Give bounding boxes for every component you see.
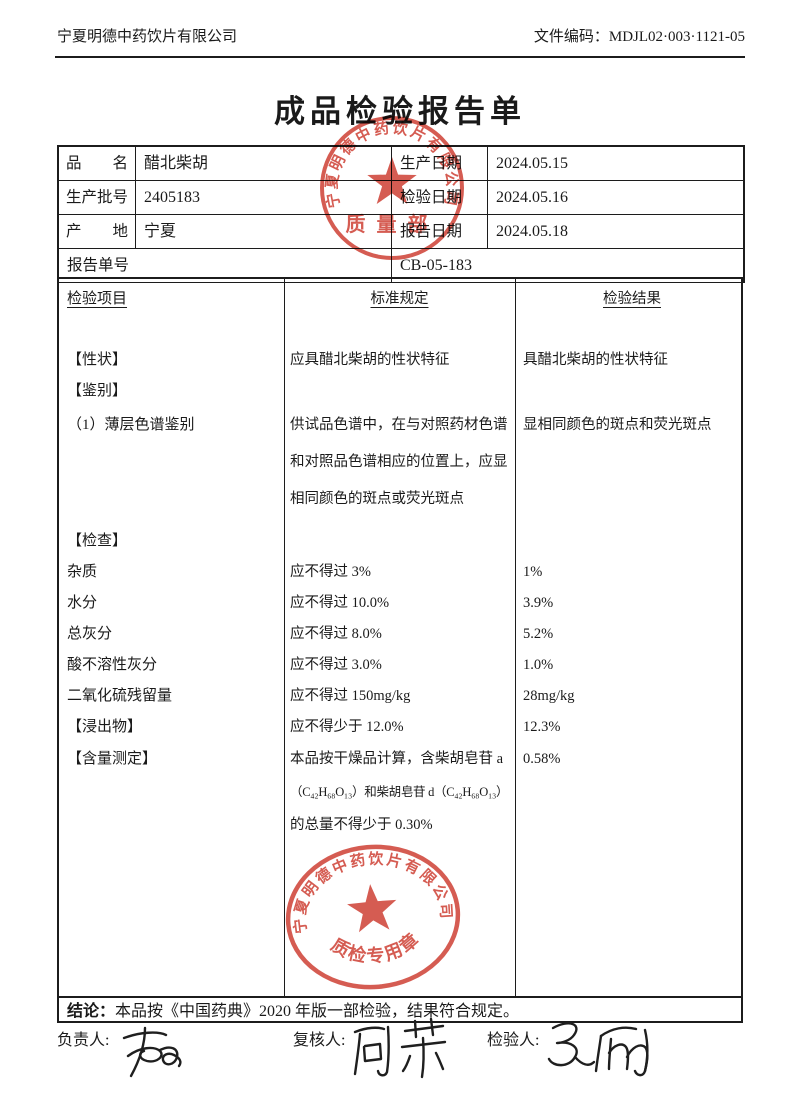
result-extractives: 12.3%	[523, 719, 561, 735]
row-check: 【检查】	[59, 526, 741, 557]
test-date-value: 2024.05.16	[488, 181, 745, 215]
standard-tlc-line3: 相同颜色的斑点或荧光斑点	[290, 491, 464, 507]
result-moisture: 3.9%	[523, 595, 554, 611]
header-standard: 标准规定	[370, 291, 429, 307]
spacer	[59, 518, 741, 526]
standard-moisture: 应不得过 10.0%	[290, 595, 390, 611]
responsible-label: 负责人:	[57, 1032, 110, 1049]
conclusion-label: 结论：	[67, 1003, 116, 1020]
result-acid-insoluble-ash: 1.0%	[523, 657, 554, 673]
standard-total-ash: 应不得过 8.0%	[290, 626, 382, 642]
report-date-label: 报告日期	[392, 215, 488, 249]
item-tlc: （1）薄层色谱鉴别	[67, 417, 195, 433]
page-header: 宁夏明德中药饮片有限公司 文件编码：MDJL02·003·1121-05	[57, 26, 745, 48]
row-impurity: 杂质 应不得过 3% 1%	[59, 557, 741, 588]
doc-code: 文件编码：MDJL02·003·1121-05	[534, 26, 745, 48]
result-tlc: 显相同颜色的斑点和荧光斑点	[523, 417, 712, 433]
result-assay: 0.58%	[523, 751, 561, 767]
product-name-label: 品名	[59, 147, 136, 181]
batch-no-value: 2405183	[136, 181, 392, 215]
item-character: 【性状】	[67, 352, 128, 368]
company-name: 宁夏明德中药饮片有限公司	[57, 29, 238, 45]
result-so2-residue: 28mg/kg	[523, 688, 575, 704]
report-date-value: 2024.05.18	[488, 215, 745, 249]
row-identification: 【鉴别】	[59, 376, 741, 407]
row-total-ash: 总灰分 应不得过 8.0% 5.2%	[59, 619, 741, 650]
standard-character: 应具醋北柴胡的性状特征	[290, 352, 450, 368]
row-tlc: （1）薄层色谱鉴别 供试品色谱中，在与对照药材色谱 和对照品色谱相应的位置上，应…	[59, 407, 741, 518]
item-moisture: 水分	[67, 595, 98, 611]
item-so2-residue: 二氧化硫残留量	[67, 688, 173, 704]
standard-impurity: 应不得过 3%	[290, 564, 371, 580]
inspector-label: 检验人:	[487, 1032, 540, 1049]
inspector-signature	[537, 1016, 667, 1083]
item-impurity: 杂质	[67, 564, 98, 580]
doc-code-label: 文件编码：	[533, 29, 609, 45]
row-assay: 【含量测定】 本品按干燥品计算，含柴胡皂苷 a （C₄₂H₆₈O₁₃）和柴胡皂苷…	[59, 743, 741, 842]
report-no-value: CB-05-183	[392, 249, 745, 283]
standard-tlc-line1: 供试品色谱中，在与对照药材色谱	[290, 417, 508, 433]
row-extractives: 【浸出物】 应不得少于 12.0% 12.3%	[59, 712, 741, 743]
table-header-row: 检验项目 标准规定 检验结果	[59, 279, 741, 319]
item-identification: 【鉴别】	[67, 383, 128, 399]
standard-acid-insoluble-ash: 应不得过 3.0%	[290, 657, 382, 673]
responsible-signature	[112, 1020, 212, 1091]
origin-label: 产地	[59, 215, 136, 249]
item-acid-insoluble-ash: 酸不溶性灰分	[67, 657, 158, 673]
info-table: 品名 醋北柴胡 生产日期 2024.05.15 生产批号 2405183 检验日…	[57, 145, 745, 283]
row-acid-insoluble-ash: 酸不溶性灰分 应不得过 3.0% 1.0%	[59, 650, 741, 681]
report-title: 成品检验报告单	[274, 94, 526, 129]
batch-no-label: 生产批号	[59, 181, 136, 215]
test-date-label: 检验日期	[392, 181, 488, 215]
row-moisture: 水分 应不得过 10.0% 3.9%	[59, 588, 741, 619]
conclusion-row: 结论：本品按《中国药典》2020 年版一部检验，结果符合规定。	[57, 996, 743, 1023]
prod-date-value: 2024.05.15	[488, 147, 745, 181]
column-divider	[515, 279, 516, 996]
origin-value: 宁夏	[136, 215, 392, 249]
report-no-label: 报告单号	[59, 249, 392, 283]
reviewer-signature	[345, 1016, 465, 1087]
result-table: 检验项目 标准规定 检验结果 【性状】 应具醋北柴胡的性状特征 具醋北柴胡的性状…	[57, 277, 743, 996]
conclusion-text: 本品按《中国药典》2020 年版一部检验，结果符合规定。	[115, 1003, 520, 1020]
product-name-value: 醋北柴胡	[136, 147, 392, 181]
standard-assay-line3: 的总量不得少于 0.30%	[290, 817, 433, 833]
item-check: 【检查】	[67, 533, 128, 549]
column-divider	[284, 279, 285, 996]
standard-tlc-line2: 和对照品色谱相应的位置上，应显	[290, 454, 508, 470]
result-total-ash: 5.2%	[523, 626, 554, 642]
header-result: 检验结果	[603, 291, 661, 307]
header-item: 检验项目	[67, 291, 128, 307]
row-character: 【性状】 应具醋北柴胡的性状特征 具醋北柴胡的性状特征	[59, 345, 741, 376]
row-so2-residue: 二氧化硫残留量 应不得过 150mg/kg 28mg/kg	[59, 681, 741, 712]
header-divider	[55, 56, 745, 58]
standard-assay-line2: （C₄₂H₆₈O₁₃）和柴胡皂苷 d（C₄₂H₆₈O₁₃）	[290, 785, 509, 799]
standard-extractives: 应不得少于 12.0%	[290, 719, 404, 735]
standard-assay-line1: 本品按干燥品计算，含柴胡皂苷 a	[290, 751, 504, 767]
reviewer-label: 复核人:	[293, 1032, 346, 1049]
result-character: 具醋北柴胡的性状特征	[523, 352, 668, 368]
item-total-ash: 总灰分	[67, 626, 113, 642]
item-extractives: 【浸出物】	[67, 719, 143, 735]
result-impurity: 1%	[523, 564, 543, 580]
spacer	[59, 319, 741, 345]
standard-so2-residue: 应不得过 150mg/kg	[290, 688, 411, 704]
doc-code-value: MDJL02·003·1121-05	[608, 29, 745, 45]
item-assay: 【含量测定】	[67, 751, 158, 767]
prod-date-label: 生产日期	[392, 147, 488, 181]
